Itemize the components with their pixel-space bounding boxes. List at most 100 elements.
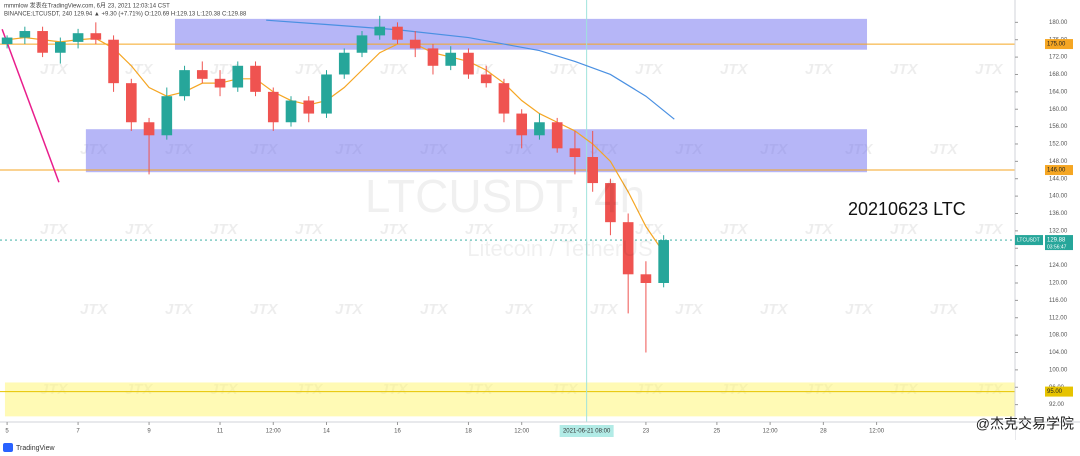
candle-body	[37, 31, 48, 53]
candle-body	[409, 39, 421, 49]
y-tick-label: 132.00	[1049, 228, 1068, 234]
header: mmmlow 发表在TradingView.com, 6月 23, 2021 1…	[4, 2, 170, 10]
watermark-mark: JTX	[760, 301, 789, 318]
x-tick-label: 12:00	[869, 429, 885, 435]
candle-body	[551, 122, 563, 149]
candle-body	[374, 26, 386, 36]
y-tick-label: 92.00	[1049, 402, 1065, 408]
watermark-mark: JTX	[930, 141, 959, 158]
watermark-mark: JTX	[550, 221, 579, 238]
y-tick-label: 116.00	[1049, 298, 1068, 304]
candle-body	[108, 39, 119, 84]
candle-body	[19, 31, 31, 38]
watermark-mark: JTX	[975, 61, 1004, 78]
watermark-name: Litecoin / TetherUS	[467, 236, 652, 261]
watermark-mark: JTX	[720, 61, 749, 78]
watermark-mark: JTX	[210, 221, 239, 238]
candle-body	[125, 83, 137, 123]
watermark-mark: JTX	[165, 301, 194, 318]
x-tick-label: 16	[394, 429, 401, 435]
symbol-label: LTCUSDT	[1017, 237, 1040, 243]
candle-body	[605, 183, 616, 223]
level-label: 146.00	[1047, 168, 1066, 174]
candle-body	[143, 122, 155, 136]
underlay: JTX JTX JTX JTX JTX JTX JTX JTX JTX JTX JTX JTX JTX J…	[0, 0, 1044, 422]
y-tick-label: 160.00	[1049, 107, 1068, 113]
candle-body	[285, 100, 297, 123]
candle-body	[267, 91, 279, 123]
y-tick-label: 172.00	[1049, 55, 1068, 61]
level-label-bg	[1045, 165, 1073, 176]
candle-body	[445, 52, 457, 66]
watermark-mark: JTX	[890, 221, 919, 238]
x-tick-label: 12:00	[266, 429, 282, 435]
candle-body	[534, 122, 545, 136]
cursor-label-bg	[559, 425, 614, 437]
zone	[174, 18, 868, 50]
candle-body	[480, 74, 492, 84]
candle-body	[196, 70, 208, 79]
candle-body	[463, 52, 474, 75]
x-tick-label: 5	[5, 429, 9, 435]
watermark-mark: JTX	[295, 61, 324, 78]
trendline	[1, 29, 60, 183]
y-tick-label: 180.00	[1049, 20, 1068, 26]
watermark-mark: JTX	[930, 301, 959, 318]
watermark-mark: JTX	[845, 301, 874, 318]
y-tick-label: 136.00	[1049, 211, 1068, 217]
candle-body	[1, 37, 13, 45]
candle-body	[587, 157, 598, 184]
y-tick-label: 104.00	[1049, 350, 1068, 356]
y-tick-label: 100.00	[1049, 367, 1068, 373]
watermark-mark: JTX	[590, 301, 619, 318]
x-tick-label: 18	[465, 429, 472, 435]
candle-body	[321, 74, 332, 114]
candle-body	[214, 78, 226, 88]
watermark-symbol: LTCUSDT, 4h	[365, 170, 645, 222]
watermark-mark: JTX	[40, 221, 69, 238]
x-tick-label: 12:00	[763, 429, 779, 435]
y-tick-label: 140.00	[1049, 194, 1068, 200]
watermark-mark: JTX	[295, 221, 324, 238]
candle-body	[303, 100, 315, 114]
last-price-label: 129.88	[1047, 238, 1066, 244]
watermark-mark: JTX	[805, 61, 834, 78]
candle-body	[250, 65, 261, 92]
watermark-mark: JTX	[550, 61, 579, 78]
x-tick-label: 28	[820, 429, 827, 435]
candle-body	[498, 83, 510, 114]
candle-body	[356, 35, 368, 53]
level-label-bg	[1045, 39, 1073, 50]
y-tick-label: 112.00	[1049, 315, 1068, 321]
x-tick-label: 12:00	[514, 429, 530, 435]
y-tick-label: 168.00	[1049, 72, 1068, 78]
candle-body	[55, 41, 66, 53]
candle-body	[569, 148, 581, 158]
candle-body	[232, 65, 244, 88]
candle-body	[622, 222, 634, 275]
candle-body	[427, 48, 439, 66]
watermark-mark: JTX	[975, 221, 1004, 238]
watermark-mark: JTX	[380, 61, 409, 78]
logo: TradingView	[16, 445, 55, 452]
y-tick-label: 152.00	[1049, 142, 1068, 148]
watermark-mark: JTX	[210, 61, 239, 78]
candle-body	[516, 113, 528, 136]
watermark-mark: JTX	[380, 221, 409, 238]
x-tick-label: 14	[323, 429, 330, 435]
candle-body	[640, 274, 652, 283]
countdown-label: 03:56:47	[1047, 244, 1067, 250]
candle-body	[338, 52, 350, 75]
y-tick-label: 108.00	[1049, 333, 1068, 339]
candle-body	[72, 33, 84, 42]
overlay: 92.0096.00100.00104.00108.00112.00116.00…	[5, 20, 1073, 437]
annotation: 20210623 LTC	[848, 199, 966, 219]
price-axis-panel	[1015, 0, 1080, 440]
candle-body	[658, 240, 669, 283]
y-tick-label: 120.00	[1049, 281, 1068, 287]
credit: @杰克交易学院	[976, 416, 1074, 432]
watermark-mark: JTX	[675, 301, 704, 318]
watermark-mark: JTX	[720, 221, 749, 238]
candle-body	[90, 33, 102, 40]
